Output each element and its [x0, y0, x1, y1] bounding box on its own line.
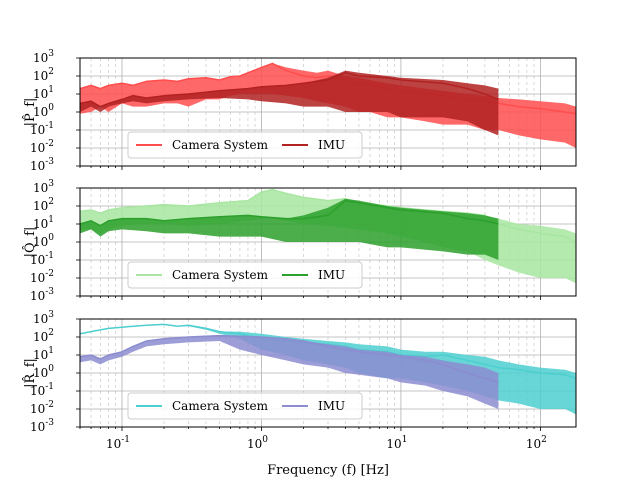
legend: Camera System IMU — [127, 392, 363, 420]
y-tick-label: 102 — [33, 328, 54, 344]
legend-label: Camera System — [172, 268, 269, 282]
series-line — [80, 72, 499, 108]
legend-label: IMU — [318, 399, 345, 413]
legend-box — [127, 261, 363, 289]
xlabel: Frequency (f) [Hz] — [267, 463, 389, 478]
series-imu — [80, 334, 499, 409]
legend-box — [127, 131, 363, 159]
y-tick-label: 103 — [33, 179, 54, 195]
y-tick-label: 103 — [33, 49, 54, 65]
legend: Camera System IMU — [127, 261, 363, 289]
series-band — [80, 335, 499, 409]
legend-label: IMU — [318, 138, 345, 152]
legend: Camera System IMU — [127, 131, 363, 159]
y-tick-label: 10-3 — [30, 157, 54, 173]
series-band — [80, 63, 576, 148]
series-line — [80, 199, 499, 227]
legend-label: Camera System — [172, 399, 269, 413]
series-line — [80, 334, 499, 384]
ylabel: |R̂_f| — [22, 358, 38, 388]
legend-label: Camera System — [172, 138, 269, 152]
series-imu — [80, 70, 499, 136]
series-imu — [80, 198, 499, 260]
y-tick-label: 10-2 — [30, 269, 54, 285]
y-tick-label: 10-3 — [30, 287, 54, 303]
ylabel: |P̂_f| — [22, 98, 38, 127]
ylabel: |Q̂_f| — [22, 227, 38, 258]
y-tick-label: 10-2 — [30, 400, 54, 416]
legend-box — [127, 392, 363, 420]
y-tick-label: 102 — [33, 67, 54, 83]
y-tick-label: 10-2 — [30, 139, 54, 155]
series-band — [80, 198, 499, 260]
y-tick-label: 102 — [33, 197, 54, 213]
series-band — [80, 70, 499, 136]
x-tick-label: 10-1 — [106, 435, 130, 451]
x-tick-label: 102 — [526, 435, 547, 451]
legend-label: IMU — [318, 268, 345, 282]
x-tick-label: 100 — [247, 435, 268, 451]
x-tick-label: 101 — [386, 435, 407, 451]
y-tick-label: 10-3 — [30, 418, 54, 434]
y-tick-label: 103 — [33, 310, 54, 326]
